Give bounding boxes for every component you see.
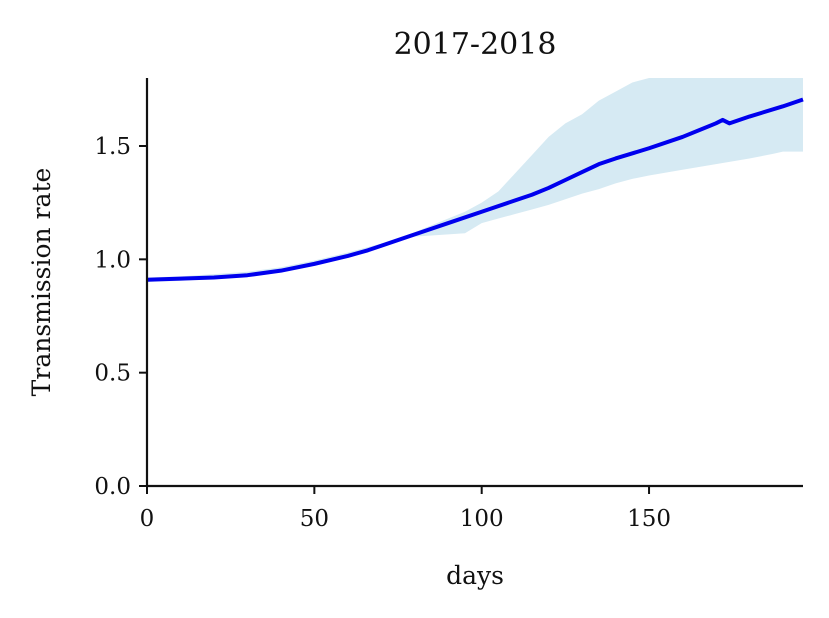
y-tick-label: 0.5 xyxy=(94,361,131,387)
x-tick-label: 50 xyxy=(300,506,329,532)
y-axis-label: Transmission rate xyxy=(27,168,56,397)
chart-title: 2017-2018 xyxy=(394,27,557,62)
x-ticks: 0 50 100 150 xyxy=(140,486,671,532)
x-axis-label: days xyxy=(446,561,504,590)
y-ticks: 0.0 0.5 1.0 1.5 xyxy=(94,134,147,500)
y-tick-label: 0.0 xyxy=(94,474,131,500)
y-tick-label: 1.0 xyxy=(94,247,131,273)
x-tick-label: 0 xyxy=(140,506,155,532)
transmission-rate-line xyxy=(146,97,804,282)
x-tick-label: 150 xyxy=(627,506,671,532)
y-tick-label: 1.5 xyxy=(94,134,131,160)
series-line-layer xyxy=(146,97,804,282)
confidence-band-layer xyxy=(147,78,803,282)
x-tick-label: 100 xyxy=(460,506,504,532)
confidence-band xyxy=(147,78,803,282)
